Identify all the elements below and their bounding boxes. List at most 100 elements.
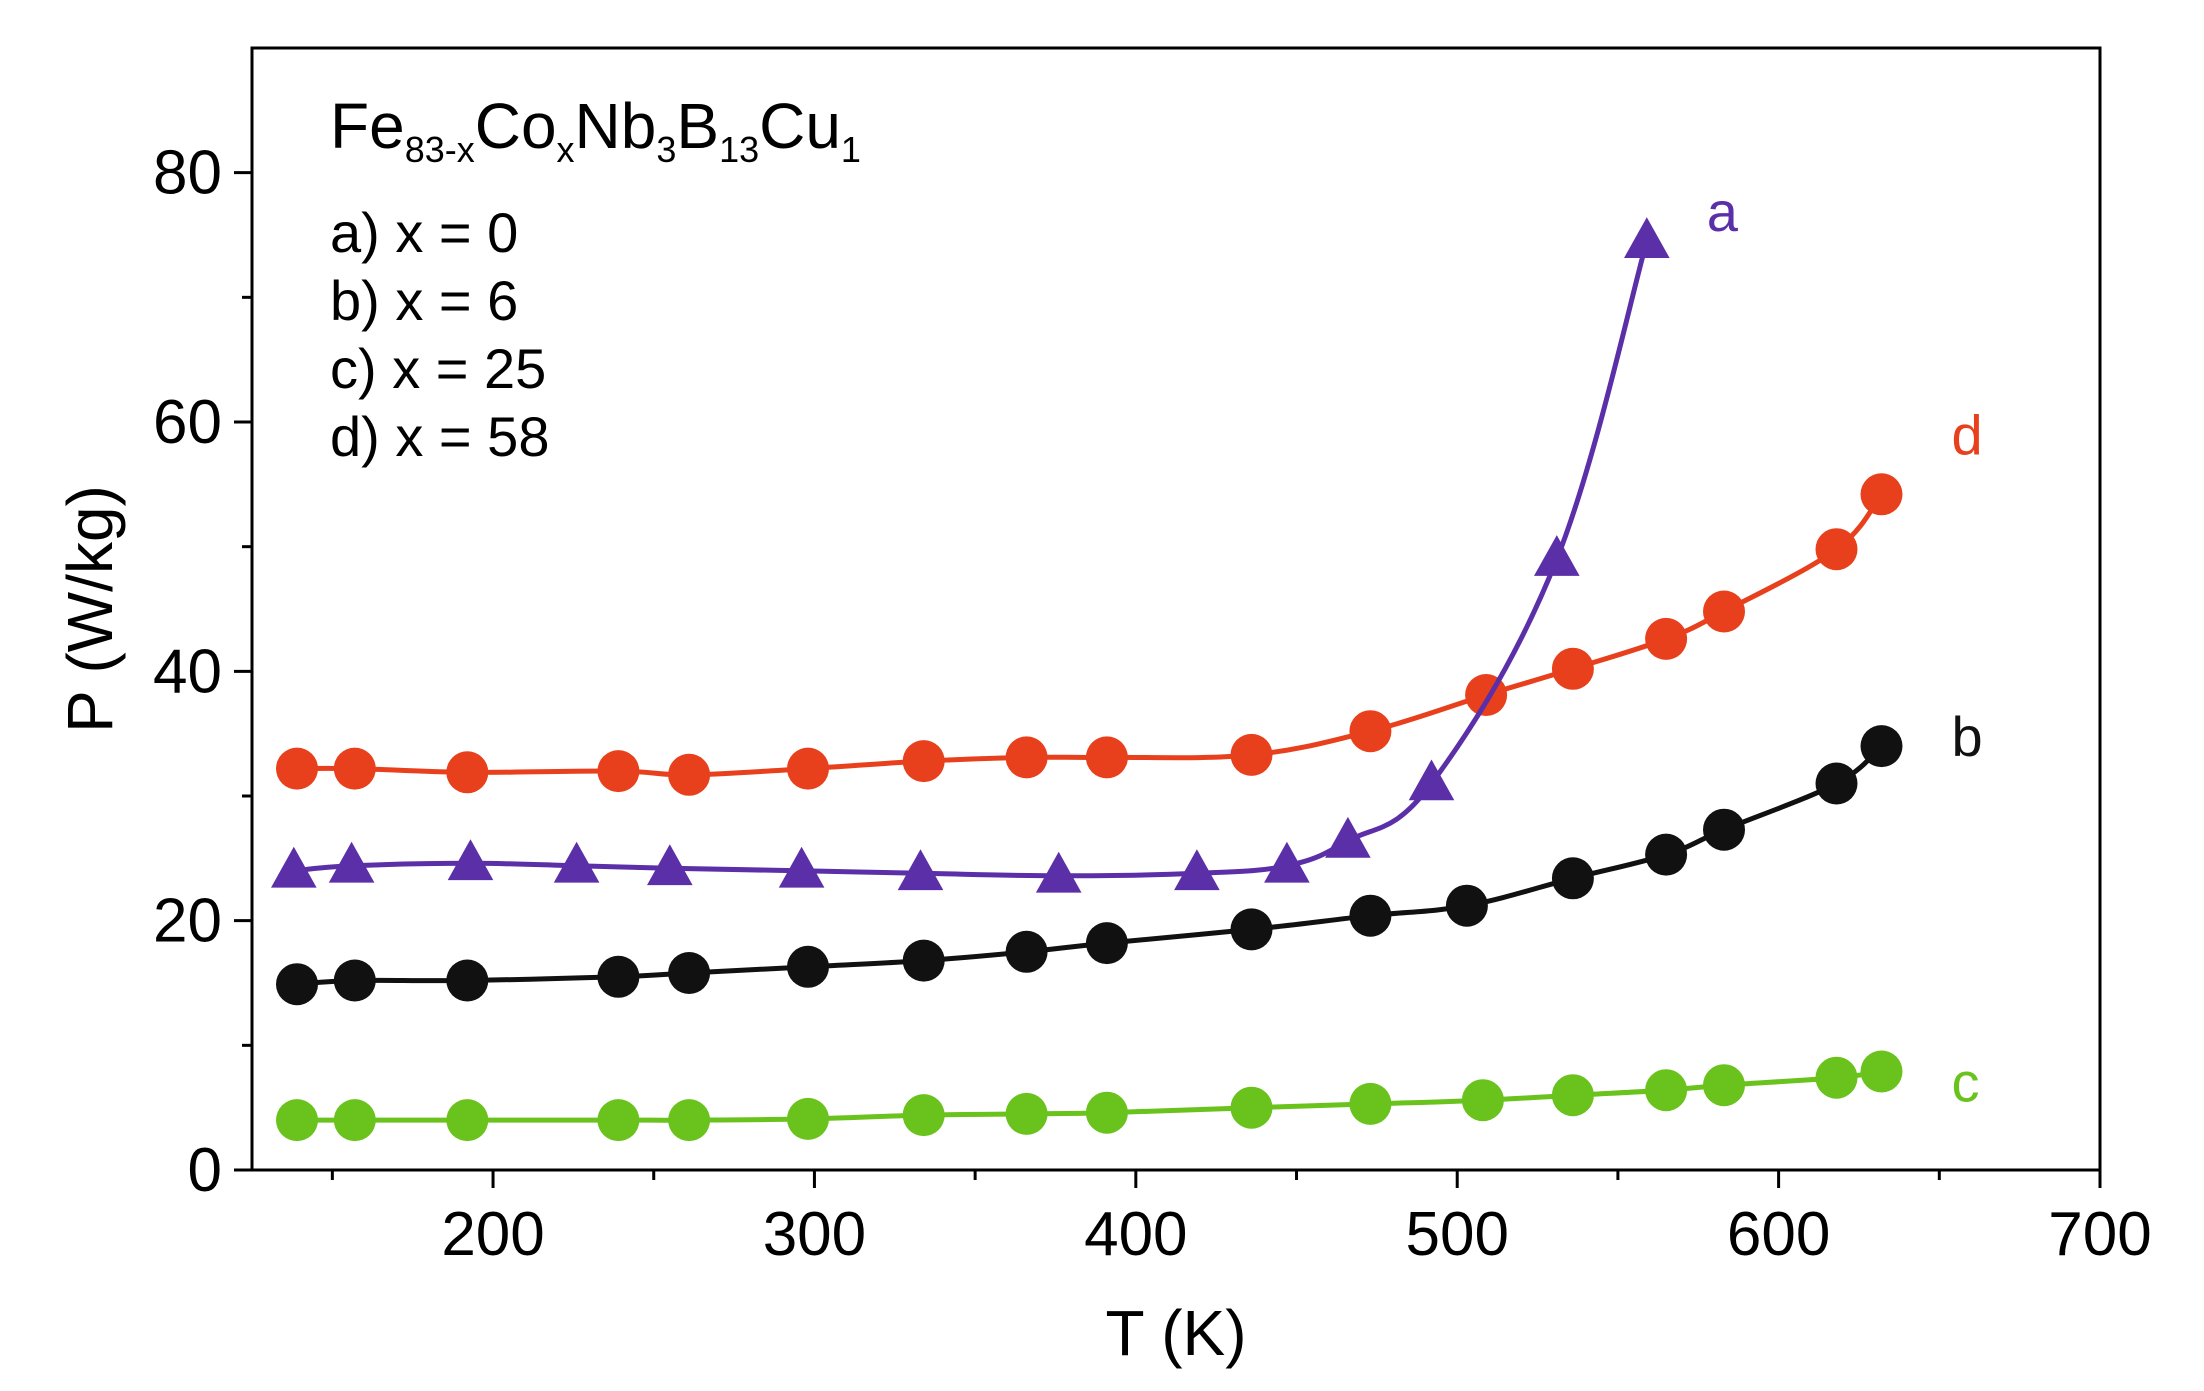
formula-element: B [676, 90, 719, 162]
series-b-point [333, 959, 376, 1002]
series-c-point [1461, 1079, 1504, 1122]
series-b-point [1703, 808, 1745, 851]
legend-line: b) x = 6 [330, 269, 518, 332]
series-d-point [1551, 647, 1594, 690]
series-layer: c b d a [271, 180, 1983, 1142]
series-c-point [1645, 1069, 1688, 1112]
x-tick-label: 400 [1084, 1200, 1187, 1269]
series-a-point [1035, 851, 1082, 893]
series-a-point [647, 844, 693, 886]
series-a-point [1408, 759, 1455, 801]
legend-line: c) x = 25 [330, 337, 546, 400]
series-a-point [1325, 816, 1371, 858]
series-a [271, 217, 1670, 893]
x-tick-label: 200 [441, 1200, 544, 1269]
series-a-point [328, 841, 375, 883]
series-d-point [902, 740, 945, 783]
series-d-point [1860, 473, 1903, 516]
series-d-point [1085, 736, 1128, 779]
series-c-point [1860, 1050, 1903, 1093]
series-b-point [1005, 930, 1048, 973]
series-c-point [1230, 1086, 1273, 1129]
formula-subscript: 13 [719, 129, 759, 170]
x-tick-label: 300 [763, 1200, 866, 1269]
series-c-point [787, 1097, 829, 1140]
series-d-point [333, 747, 376, 790]
series-b-point [1349, 894, 1392, 937]
y-tick-label: 80 [153, 139, 222, 208]
series-d-point [668, 753, 711, 796]
series-d-point [1349, 710, 1392, 753]
formula-element: Fe [330, 90, 405, 162]
series-a-point [1534, 535, 1580, 576]
formula-subscript: 3 [656, 129, 676, 170]
series-d-point [1703, 590, 1745, 633]
series-d-point [1645, 617, 1688, 660]
series-c-point [1815, 1056, 1858, 1099]
series-d-line [296, 492, 1884, 778]
x-tick-label: 600 [1727, 1200, 1830, 1269]
series-a-label: a [1707, 180, 1739, 243]
series-a-point [447, 839, 494, 881]
series-c-point [1005, 1092, 1048, 1135]
legend-line: a) x = 0 [330, 201, 518, 264]
y-tick-label: 0 [188, 1136, 222, 1205]
formula-element: Nb [575, 90, 657, 162]
series-b-point [446, 959, 489, 1002]
formula-subscript: 83-x [405, 129, 475, 170]
x-axis-title: T (K) [1105, 1297, 1246, 1369]
series-b-point [597, 955, 640, 998]
series-b-point [1551, 857, 1594, 900]
series-c-point [276, 1099, 318, 1142]
series-b-point [276, 963, 318, 1006]
series-a-point [553, 841, 600, 883]
composition-formula: Fe83-xCoxNb3B13Cu1 [330, 90, 861, 170]
series-c-point [902, 1094, 945, 1137]
series-b-label: b [1952, 705, 1983, 768]
series-d-point [276, 747, 318, 790]
series-c [276, 1050, 1903, 1142]
series-b-point [1445, 884, 1488, 927]
series-a-point [778, 846, 825, 888]
series-d-point [1230, 733, 1273, 776]
series-d [276, 473, 1903, 796]
series-b-point [1645, 833, 1688, 876]
series-b [276, 725, 1903, 1006]
formula-element: Co [475, 90, 557, 162]
series-c-point [668, 1099, 711, 1142]
series-b-point [787, 945, 829, 988]
series-d-point [1005, 736, 1048, 779]
y-tick-label: 20 [153, 887, 222, 956]
formula-subscript: x [557, 129, 575, 170]
y-tick-label: 40 [153, 637, 222, 706]
series-c-point [333, 1099, 376, 1142]
series-b-point [1230, 908, 1273, 951]
axis-ticks: 0 20 40 60 80 200 300 400 500 600 700 [153, 139, 2152, 1269]
series-a-point [897, 849, 944, 891]
series-a-point [1624, 217, 1670, 258]
series-b-point [668, 952, 711, 994]
legend-line: d) x = 58 [330, 405, 549, 468]
series-d-label: d [1952, 403, 1983, 466]
x-tick-label: 700 [2048, 1200, 2151, 1269]
series-b-point [1860, 725, 1903, 768]
series-b-point [1815, 762, 1858, 805]
series-b-point [1085, 922, 1128, 965]
plot-frame [250, 46, 2102, 1172]
series-a-point [1174, 849, 1220, 891]
x-tick-label: 500 [1405, 1200, 1508, 1269]
series-d-point [1815, 528, 1858, 571]
series-a-point [1264, 841, 1310, 883]
series-c-point [1703, 1064, 1745, 1107]
series-a-point [271, 846, 317, 888]
series-c-point [1551, 1074, 1594, 1117]
series-d-point [597, 750, 640, 793]
y-axis-title: P (W/kg) [54, 485, 126, 733]
series-c-point [1349, 1082, 1392, 1125]
series-c-point [597, 1099, 640, 1142]
legend-block: a) x = 0b) x = 6c) x = 25d) x = 58 [330, 201, 549, 468]
series-c-point [446, 1099, 489, 1142]
series-b-point [902, 939, 945, 982]
